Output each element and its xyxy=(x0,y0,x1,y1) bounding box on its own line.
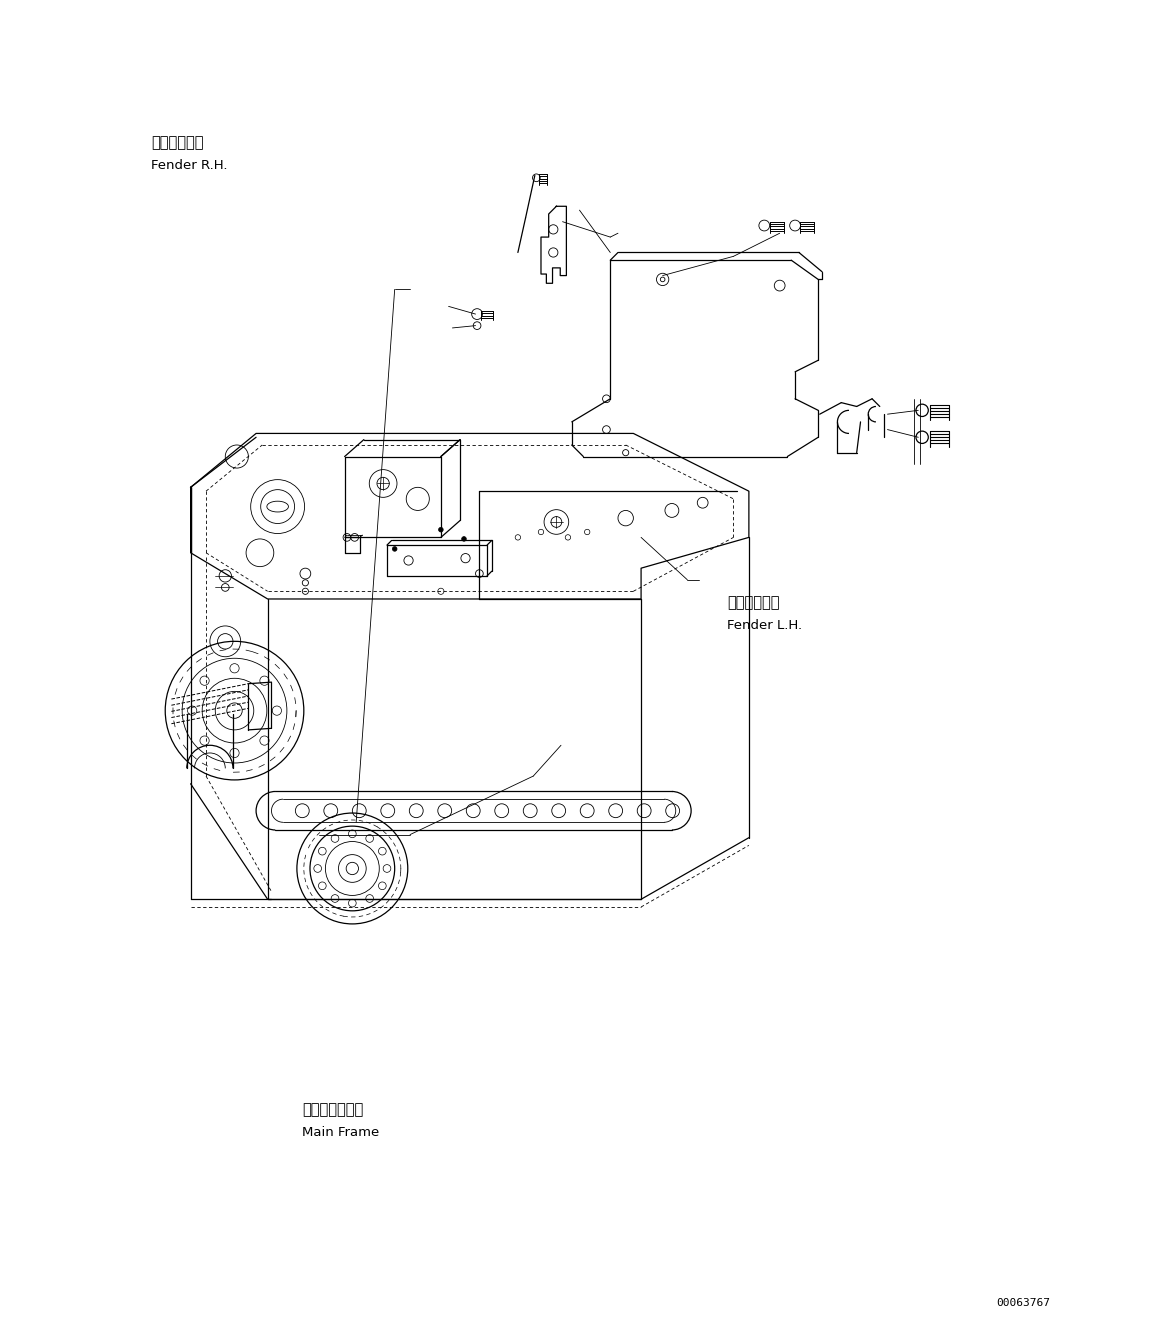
Circle shape xyxy=(392,547,397,551)
Text: フェンダ　右: フェンダ 右 xyxy=(151,135,204,151)
Circle shape xyxy=(438,527,443,532)
Circle shape xyxy=(462,536,466,542)
Text: 00063767: 00063767 xyxy=(997,1298,1050,1309)
Text: メインフレーム: メインフレーム xyxy=(302,1102,364,1118)
Text: フェンダ　左: フェンダ 左 xyxy=(727,595,779,611)
Text: Fender L.H.: Fender L.H. xyxy=(727,619,802,632)
Text: Fender R.H.: Fender R.H. xyxy=(151,159,228,172)
Text: Main Frame: Main Frame xyxy=(302,1126,379,1139)
